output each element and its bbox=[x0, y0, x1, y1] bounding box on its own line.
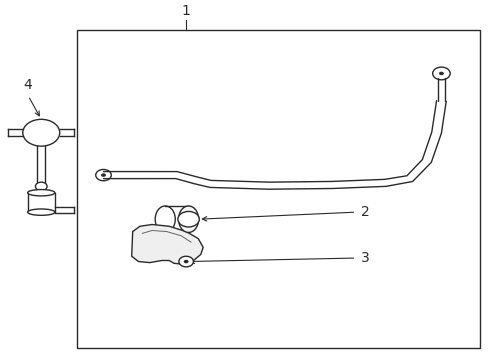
Circle shape bbox=[183, 260, 188, 263]
Text: 3: 3 bbox=[361, 251, 369, 265]
Text: 2: 2 bbox=[361, 205, 369, 219]
Ellipse shape bbox=[28, 209, 55, 215]
Circle shape bbox=[179, 256, 193, 267]
Circle shape bbox=[178, 211, 199, 227]
Text: 4: 4 bbox=[24, 78, 32, 92]
Polygon shape bbox=[131, 225, 203, 264]
Bar bbox=[77, 30, 479, 348]
Circle shape bbox=[101, 173, 106, 177]
Ellipse shape bbox=[28, 190, 55, 196]
Circle shape bbox=[23, 119, 60, 146]
Circle shape bbox=[35, 182, 47, 190]
Circle shape bbox=[438, 72, 443, 75]
Ellipse shape bbox=[178, 206, 198, 233]
Text: 1: 1 bbox=[182, 4, 190, 18]
